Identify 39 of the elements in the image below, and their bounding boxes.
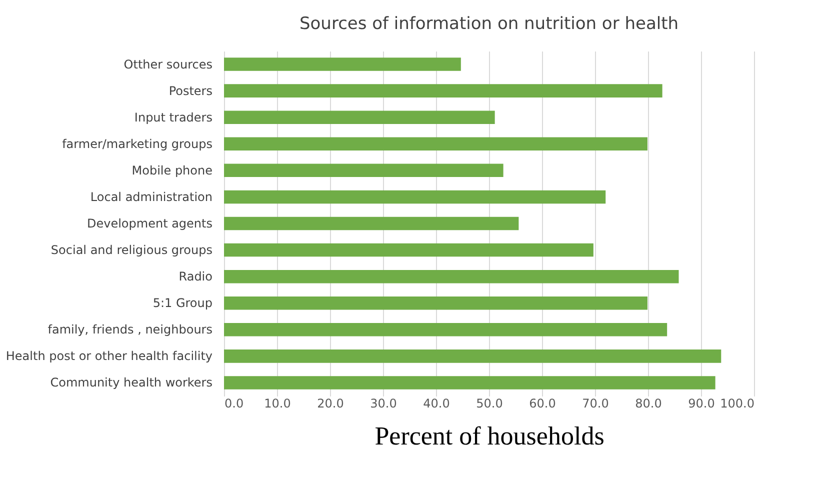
x-tick-label: 60.0	[529, 396, 556, 410]
y-tick-label: Otther sources	[124, 57, 212, 72]
y-tick-label: Input traders	[134, 110, 212, 124]
y-tick-label: Radio	[178, 270, 212, 284]
x-tick-label: 30.0	[370, 396, 397, 410]
y-tick-label: farmer/marketing groups	[62, 136, 212, 151]
y-tick-label: Posters	[168, 84, 212, 98]
bar	[224, 84, 662, 98]
x-tick-label: 50.0	[476, 396, 503, 410]
bar	[224, 190, 606, 204]
bar	[224, 270, 679, 284]
x-tick-label: 90.0	[688, 396, 715, 410]
y-tick-label: Development agents	[86, 216, 212, 230]
bar	[224, 137, 648, 151]
y-tick-label: Social and religious groups	[50, 243, 212, 258]
y-tick-label: Community health workers	[50, 376, 212, 390]
x-tick-label: 20.0	[317, 396, 344, 410]
y-tick-label: 5:1 Group	[152, 296, 212, 310]
y-tick-label: Mobile phone	[132, 163, 212, 178]
bar	[224, 58, 461, 71]
chart-title: Sources of information on nutrition or health	[299, 14, 679, 34]
bar	[224, 164, 504, 178]
bar	[224, 376, 716, 390]
x-axis-title: Percent of households	[374, 422, 604, 450]
bar	[224, 110, 495, 124]
y-tick-label: Local administration	[90, 190, 212, 204]
x-tick-label: 40.0	[423, 396, 450, 410]
bar	[224, 323, 668, 336]
x-tick-label: 70.0	[582, 396, 609, 410]
bar	[224, 216, 519, 230]
bar	[224, 243, 594, 257]
x-tick-label: 100.0	[720, 396, 754, 410]
y-tick-label: family, friends , neighbours	[48, 322, 212, 337]
bar	[224, 350, 722, 363]
y-tick-label: Health post or other health facility	[6, 349, 212, 364]
x-tick-label: 80.0	[635, 396, 662, 410]
x-tick-label: 10.0	[264, 396, 291, 410]
x-tick-label: 0.0	[224, 396, 244, 410]
bar	[224, 296, 648, 310]
